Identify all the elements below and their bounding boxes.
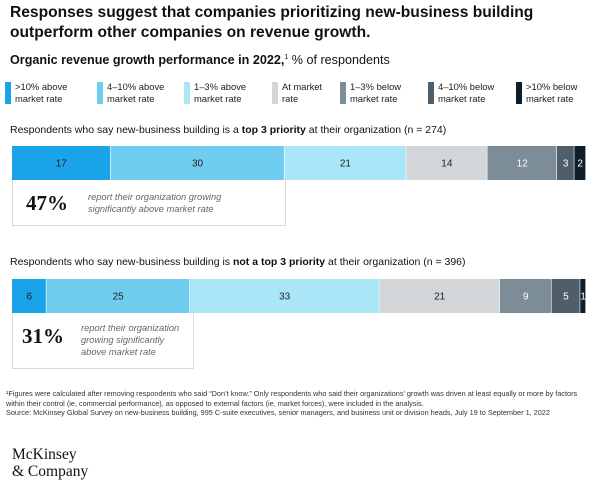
callout-box-not-top3	[12, 313, 194, 369]
callout-line: above market rate	[81, 347, 156, 357]
bar-segment	[557, 146, 574, 180]
bar-segment	[574, 146, 586, 180]
legend-item: At market rate	[272, 81, 323, 105]
bar-segment	[499, 279, 551, 313]
bar-value-label: 30	[192, 159, 204, 170]
legend-item: 4–10% above market rate	[97, 81, 165, 105]
callout-box-top3	[12, 180, 286, 226]
bar-value-label: 12	[517, 159, 529, 170]
bar-value-label: 33	[279, 292, 291, 303]
bar-segment	[580, 279, 586, 313]
callout-line: growing significantly	[81, 335, 165, 345]
bar-value-label: 14	[441, 159, 453, 170]
callout-text-top3: report their organization growing signifi…	[88, 191, 221, 215]
subtitle-unit: % of respondents	[288, 53, 390, 67]
bar-value-label: 6	[26, 292, 32, 303]
legend-label: 4–10% above	[107, 81, 165, 92]
bar-value-label: 21	[434, 292, 446, 303]
legend-item: >10% below market rate	[516, 81, 578, 105]
bar-value-label: 25	[113, 292, 125, 303]
legend-label: 1–3% above	[194, 81, 247, 92]
bar-segment	[12, 279, 46, 313]
group-title-post: at their organization (n = 274)	[305, 124, 447, 136]
legend-label: market rate	[350, 93, 398, 104]
legend-label: 4–10% below	[438, 81, 495, 92]
group-title-pre: Respondents who say new-business buildin…	[10, 124, 242, 136]
legend-label: market rate	[526, 93, 574, 104]
logo-line: McKinsey	[12, 446, 77, 463]
footnote: ¹Figures were calculated after removing …	[6, 389, 588, 418]
chart-title: Responses suggest that companies priorit…	[10, 4, 534, 41]
group-title-bold: top 3 priority	[241, 124, 306, 136]
bar-segment	[12, 146, 110, 180]
bar-segment	[487, 146, 557, 180]
bar-value-label: 21	[340, 159, 352, 170]
legend-label: At market	[282, 81, 323, 92]
group-title-post: at their organization (n = 396)	[325, 256, 466, 268]
legend-label: market rate	[438, 93, 486, 104]
bar-value-label: 1	[580, 292, 586, 303]
legend-item: >10% above market rate	[5, 81, 68, 105]
legend-item: 1–3% below market rate	[340, 81, 402, 105]
footnote-mark: 1	[284, 54, 289, 61]
bar-value-label: 2	[577, 159, 583, 170]
source-text: Source: McKinsey Global Survey on new-bu…	[6, 408, 550, 417]
legend-label: market rate	[194, 93, 242, 104]
legend-swatch	[97, 82, 103, 104]
group-title-bold: not a top 3 priority	[232, 256, 326, 268]
bar-segment	[551, 279, 580, 313]
group-title-not-top3: Respondents who say new-business buildin…	[10, 256, 466, 268]
callout-line: report their organization growing	[88, 192, 222, 202]
legend-label: 1–3% below	[350, 81, 402, 92]
legend-label: >10% below	[526, 81, 578, 92]
bar-segment	[406, 146, 487, 180]
mckinsey-logo: McKinsey & Company	[12, 446, 88, 480]
group-title-top3: Respondents who say new-business buildin…	[10, 124, 446, 136]
callout-text-not-top3: report their organization growing signifi…	[81, 322, 179, 358]
legend-swatch	[516, 82, 522, 104]
logo-line: & Company	[12, 463, 89, 480]
bar-segment	[284, 146, 406, 180]
callout-line: significantly above market rate	[88, 204, 214, 214]
group-title-pre: Respondents who say new-business buildin…	[10, 256, 233, 268]
callout-percentage-not-top3: 31%	[22, 324, 64, 348]
legend-label: market rate	[15, 93, 63, 104]
bar-value-label: 9	[523, 292, 529, 303]
footnote-text: ¹Figures were calculated after removing …	[6, 389, 578, 408]
legend-swatch	[5, 82, 11, 104]
legend-item: 4–10% below market rate	[428, 81, 495, 105]
legend-label: market rate	[107, 93, 155, 104]
legend-swatch	[340, 82, 346, 104]
bar-value-label: 5	[563, 292, 569, 303]
bar-segment	[189, 279, 379, 313]
callout-percentage-top3: 47%	[26, 191, 68, 215]
callout-line: report their organization	[81, 323, 180, 333]
bar-segment	[379, 279, 500, 313]
legend-swatch	[428, 82, 434, 104]
bar-segment	[46, 279, 190, 313]
bar-value-label: 3	[563, 159, 569, 170]
bar-segment	[110, 146, 284, 180]
chart-subtitle: Organic revenue growth performance in 20…	[10, 53, 390, 67]
legend-item: 1–3% above market rate	[184, 81, 247, 105]
legend-swatch	[272, 82, 278, 104]
legend-label: >10% above	[15, 81, 68, 92]
subtitle-bold: Organic revenue growth performance in 20…	[10, 53, 285, 67]
bar-value-label: 17	[56, 159, 68, 170]
legend-label: rate	[282, 93, 299, 104]
legend-swatch	[184, 82, 190, 104]
